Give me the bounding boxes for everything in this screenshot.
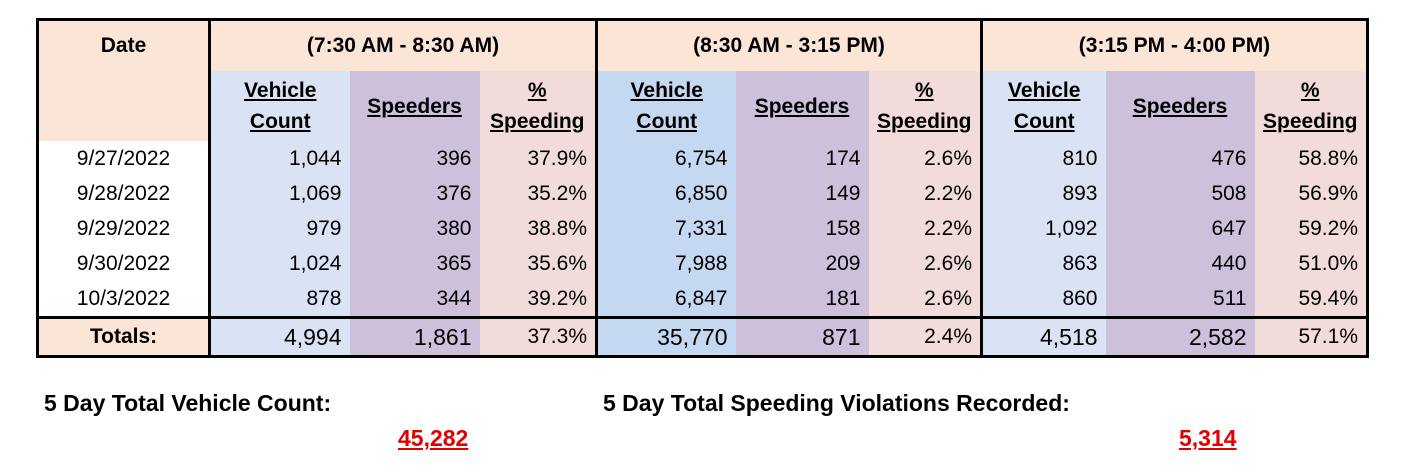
p1-speeders: 365 <box>349 246 480 281</box>
p3-vehicle-count: 1,092 <box>981 211 1106 246</box>
p1-vehicle-count: 979 <box>209 211 350 246</box>
p3-vehicle-count: 860 <box>981 281 1106 318</box>
p1-vehicle-count: 1,024 <box>209 246 350 281</box>
p2-total-pct-speeding: 2.4% <box>868 316 983 358</box>
p1-pct-speeding: 37.9% <box>479 141 598 176</box>
p2-speeders: 209 <box>735 246 869 281</box>
table-row: 9/27/2022 1,044 396 37.9% 6,754 174 2.6%… <box>36 141 1369 176</box>
p2-pct-speeding: 2.2% <box>868 176 983 211</box>
p2-vehicle-count: 7,331 <box>596 211 736 246</box>
period2-header: (8:30 AM - 3:15 PM) <box>596 18 983 71</box>
p3-total-pct-speeding: 57.1% <box>1254 316 1369 358</box>
p2-vehicle-count-header: Vehicle Count <box>596 71 736 141</box>
table-row: 9/30/2022 1,024 365 35.6% 7,988 209 2.6%… <box>36 246 1369 281</box>
vehicle-count-summary-label: 5 Day Total Vehicle Count: <box>44 390 332 416</box>
p2-pct-speeding-header: % Speeding <box>868 71 983 141</box>
p1-pct-speeding: 38.8% <box>479 211 598 246</box>
p2-speeders-header: Speeders <box>735 71 869 141</box>
p3-speeders: 511 <box>1105 281 1255 318</box>
p1-speeders: 376 <box>349 176 480 211</box>
p3-pct-speeding: 51.0% <box>1254 246 1369 281</box>
p2-speeders: 158 <box>735 211 869 246</box>
p1-speeders: 344 <box>349 281 480 318</box>
period1-header: (7:30 AM - 8:30 AM) <box>209 18 598 71</box>
p1-pct-speeding: 35.6% <box>479 246 598 281</box>
totals-label: Totals: <box>36 316 211 358</box>
table-row: 9/29/2022 979 380 38.8% 7,331 158 2.2% 1… <box>36 211 1369 246</box>
p3-pct-speeding: 58.8% <box>1254 141 1369 176</box>
p1-total-speeders: 1,861 <box>349 316 480 358</box>
p3-pct-speeding: 59.2% <box>1254 211 1369 246</box>
p1-pct-speeding: 35.2% <box>479 176 598 211</box>
table-row: 9/28/2022 1,069 376 35.2% 6,850 149 2.2%… <box>36 176 1369 211</box>
p3-pct-speeding-header: % Speeding <box>1254 71 1369 141</box>
p1-total-pct-speeding: 37.3% <box>479 316 598 358</box>
date-cell: 9/30/2022 <box>36 246 211 281</box>
column-header-row: Vehicle Count Speeders % Speeding Vehicle C… <box>36 71 1369 141</box>
date-cell: 9/27/2022 <box>36 141 211 176</box>
vehicle-count-summary-value: 45,282 <box>398 425 469 451</box>
p3-vehicle-count: 810 <box>981 141 1106 176</box>
p3-total-vehicle-count: 4,518 <box>981 316 1106 358</box>
p1-speeders: 380 <box>349 211 480 246</box>
p1-vehicle-count-header: Vehicle Count <box>209 71 350 141</box>
totals-row: Totals: 4,994 1,861 37.3% 35,770 871 2.4… <box>36 316 1369 358</box>
p3-total-speeders: 2,582 <box>1105 316 1255 358</box>
date-header: Date <box>36 18 211 71</box>
p2-pct-speeding: 2.6% <box>868 246 983 281</box>
p2-vehicle-count: 6,754 <box>596 141 736 176</box>
p1-total-vehicle-count: 4,994 <box>209 316 350 358</box>
p3-vehicle-count-header: Vehicle Count <box>981 71 1106 141</box>
p1-vehicle-count: 1,069 <box>209 176 350 211</box>
p1-speeders-header: Speeders <box>349 71 480 141</box>
p2-vehicle-count: 7,988 <box>596 246 736 281</box>
p3-speeders-header: Speeders <box>1105 71 1255 141</box>
violations-summary-label: 5 Day Total Speeding Violations Recorded… <box>603 390 1070 416</box>
p3-pct-speeding: 59.4% <box>1254 281 1369 318</box>
p2-vehicle-count: 6,850 <box>596 176 736 211</box>
p3-vehicle-count: 863 <box>981 246 1106 281</box>
p2-speeders: 149 <box>735 176 869 211</box>
p2-speeders: 181 <box>735 281 869 318</box>
date-header-spacer <box>36 71 211 141</box>
p2-total-vehicle-count: 35,770 <box>596 316 736 358</box>
p3-speeders: 440 <box>1105 246 1255 281</box>
speeding-data-table: Date (7:30 AM - 8:30 AM) (8:30 AM - 3:15… <box>36 18 1369 358</box>
p2-speeders: 174 <box>735 141 869 176</box>
period3-header: (3:15 PM - 4:00 PM) <box>981 18 1369 71</box>
p2-pct-speeding: 2.6% <box>868 281 983 318</box>
p1-vehicle-count: 1,044 <box>209 141 350 176</box>
p3-pct-speeding: 56.9% <box>1254 176 1369 211</box>
p3-vehicle-count: 893 <box>981 176 1106 211</box>
p1-pct-speeding-header: % Speeding <box>479 71 598 141</box>
p1-vehicle-count: 878 <box>209 281 350 318</box>
p2-pct-speeding: 2.6% <box>868 141 983 176</box>
p3-speeders: 476 <box>1105 141 1255 176</box>
p2-vehicle-count: 6,847 <box>596 281 736 318</box>
p3-speeders: 508 <box>1105 176 1255 211</box>
p1-pct-speeding: 39.2% <box>479 281 598 318</box>
p1-speeders: 396 <box>349 141 480 176</box>
p3-speeders: 647 <box>1105 211 1255 246</box>
date-cell: 9/29/2022 <box>36 211 211 246</box>
table-row: 10/3/2022 878 344 39.2% 6,847 181 2.6% 8… <box>36 281 1369 318</box>
period-header-row: Date (7:30 AM - 8:30 AM) (8:30 AM - 3:15… <box>36 18 1369 71</box>
violations-summary-value: 5,314 <box>1179 425 1237 451</box>
p2-total-speeders: 871 <box>735 316 869 358</box>
date-cell: 9/28/2022 <box>36 176 211 211</box>
date-cell: 10/3/2022 <box>36 281 211 318</box>
p2-pct-speeding: 2.2% <box>868 211 983 246</box>
